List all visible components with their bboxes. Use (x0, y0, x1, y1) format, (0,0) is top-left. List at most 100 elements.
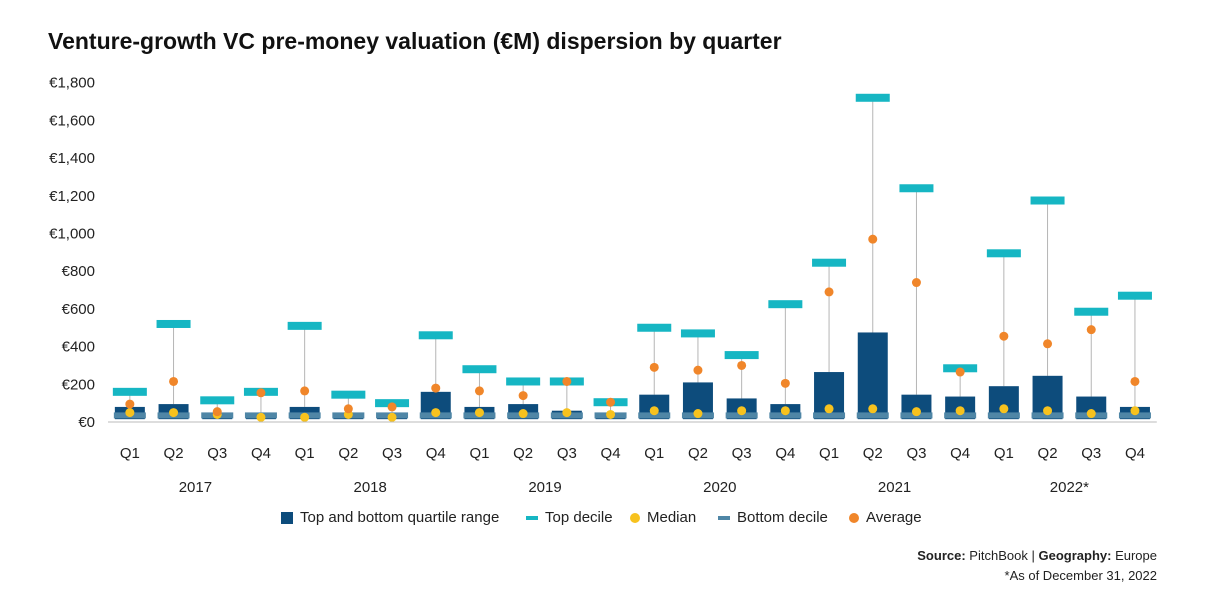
geography-label: Geography: (1038, 548, 1112, 563)
average-point (212, 407, 222, 417)
median-point (1130, 406, 1140, 416)
x-tick-label: Q1 (819, 445, 839, 462)
top-decile-mark (724, 351, 759, 360)
average-point (693, 365, 703, 375)
x-tick-label: Q1 (295, 445, 315, 462)
top-decile-mark (855, 93, 890, 102)
x-tick-label: Q3 (732, 445, 752, 462)
source-label: Source: (917, 548, 966, 563)
x-tick-label: Q1 (644, 445, 664, 462)
legend-label: Top and bottom quartile range (300, 509, 500, 526)
average-point (387, 402, 397, 412)
x-tick-label: Q1 (469, 445, 489, 462)
chart-plot: €0 €200 €400 €600 €800 €1,000 €1,200 €1,400 €1,6… (49, 75, 1157, 496)
x-tick-label: Q4 (426, 445, 446, 462)
x-tick-label: Q4 (251, 445, 271, 462)
top-decile-mark (680, 329, 715, 338)
average-point (343, 404, 353, 414)
average-point (824, 287, 834, 297)
y-tick-label: €800 (62, 263, 95, 280)
legend-label: Average (866, 509, 922, 526)
y-tick-label: €1,200 (49, 188, 95, 205)
bottom-decile-marks (113, 412, 1151, 419)
median-point (1086, 409, 1096, 419)
top-decile-mark (331, 390, 366, 399)
x-axis: Q1 Q2 Q3 Q4 Q1 Q2 Q3 Q4 Q1 Q2 Q3 Q4 Q1 Q2 Q3 Q4 Q1 Q2 Q3 Q4… (108, 421, 1157, 496)
legend-swatch-top-decile (526, 515, 538, 520)
top-decile-mark (506, 377, 541, 386)
top-decile-mark (200, 396, 235, 405)
average-point (431, 383, 441, 393)
average-point (256, 388, 266, 398)
median-point (824, 404, 834, 414)
average-point (999, 331, 1009, 341)
average-point (606, 397, 616, 407)
x-tick-label: Q3 (906, 445, 926, 462)
bottom-decile-mark (813, 412, 846, 419)
median-point (693, 409, 703, 419)
bottom-decile-mark (856, 412, 889, 419)
top-decile-mark (812, 258, 847, 267)
average-point (562, 376, 572, 386)
median-point (431, 408, 441, 418)
median-point (562, 408, 572, 418)
average-point (1130, 376, 1140, 386)
x-tick-label: Q2 (863, 445, 883, 462)
y-tick-label: €0 (78, 414, 95, 431)
median-point (649, 406, 659, 416)
average-points (125, 234, 1140, 417)
source-separator: | (1031, 548, 1035, 563)
x-tick-label: Q4 (601, 445, 621, 462)
average-point (955, 367, 965, 377)
top-decile-mark (768, 300, 803, 309)
y-tick-label: €400 (62, 339, 95, 356)
average-point (1043, 339, 1053, 349)
top-decile-mark (418, 331, 453, 340)
average-point (737, 360, 747, 370)
legend-label: Median (647, 509, 697, 526)
average-point (518, 391, 528, 401)
average-point (1086, 325, 1096, 335)
bottom-decile-mark (944, 412, 977, 419)
whisker-lines (129, 97, 1136, 415)
legend-label: Bottom decile (737, 509, 828, 526)
legend-swatch-median (630, 512, 640, 523)
year-label: 2019 (528, 479, 561, 496)
footnote: *As of December 31, 2022 (1004, 568, 1157, 583)
median-point (737, 406, 747, 416)
x-tick-label: Q2 (688, 445, 708, 462)
year-label: 2021 (878, 479, 911, 496)
median-point (999, 404, 1009, 414)
top-decile-mark (637, 323, 672, 332)
bottom-decile-mark (725, 412, 758, 419)
median-point (1043, 406, 1053, 416)
source-line: Source: PitchBook | Geography: Europe (917, 548, 1157, 563)
average-point (911, 278, 921, 288)
top-decile-mark (899, 184, 934, 193)
legend-swatch-quartile (281, 511, 293, 524)
x-tick-label: Q1 (120, 445, 140, 462)
chart-legend: Top and bottom quartile range Top decile… (0, 509, 1213, 531)
average-point (169, 376, 179, 386)
y-tick-label: €200 (62, 376, 95, 393)
average-point (300, 386, 310, 396)
bottom-decile-mark (1118, 412, 1151, 419)
quartile-boxes (114, 332, 1150, 420)
geography-value: Europe (1115, 548, 1157, 563)
legend-item-median: Median (630, 509, 696, 526)
bottom-decile-mark (638, 412, 671, 419)
legend-swatch-bottom-decile (718, 515, 730, 520)
median-point (911, 407, 921, 417)
legend-item-quartile-range: Top and bottom quartile range (281, 509, 499, 526)
chart-title: Venture-growth VC pre-money valuation (€… (48, 28, 782, 54)
median-point (868, 404, 878, 414)
top-decile-mark (112, 387, 147, 396)
legend-label: Top decile (545, 509, 613, 526)
x-tick-label: Q4 (1125, 445, 1145, 462)
y-tick-label: €1,000 (49, 226, 95, 243)
median-points (125, 404, 1140, 422)
median-point (125, 408, 135, 418)
year-label: 2020 (703, 479, 736, 496)
top-decile-mark (462, 365, 497, 374)
average-point (868, 234, 878, 244)
